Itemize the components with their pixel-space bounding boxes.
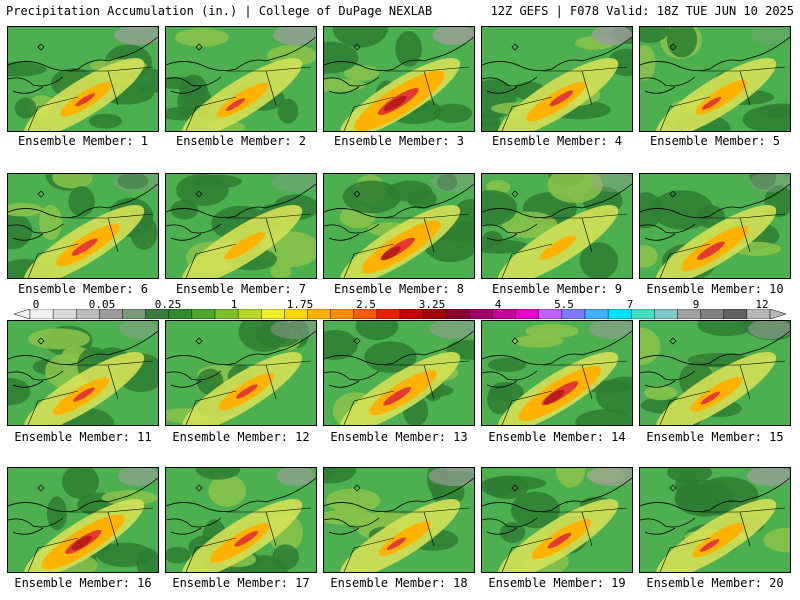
ensemble-map: [7, 173, 159, 279]
precip-map: [640, 321, 790, 425]
member-label: Ensemble Member: 9: [491, 282, 623, 296]
ensemble-map: [165, 26, 317, 132]
colorbar-swatch: [237, 309, 262, 319]
precip-map: [324, 321, 474, 425]
ensemble-map: [481, 173, 633, 279]
member-label: Ensemble Member: 13: [330, 430, 468, 444]
precip-map: [324, 468, 474, 572]
ensemble-map: [481, 467, 633, 573]
precip-map: [166, 27, 316, 131]
precip-map: [166, 321, 316, 425]
colorbar-swatch: [52, 309, 77, 319]
ensemble-map: [323, 320, 475, 426]
ensemble-map: [7, 320, 159, 426]
colorbar-tick-label: 0.25: [154, 298, 182, 311]
precip-map: [8, 321, 158, 425]
ensemble-map: [481, 320, 633, 426]
precip-map: [482, 468, 632, 572]
run-valid-time: 12Z GEFS | F078 Valid: 18Z TUE JUN 10 20…: [490, 4, 794, 18]
colorbar-tick-label: 1: [230, 298, 238, 311]
colorbar-tick-label: 1.75: [286, 298, 314, 311]
colorbar-swatch: [446, 309, 470, 319]
precip-map: [482, 174, 632, 278]
precip-map: [324, 174, 474, 278]
colorbar-tick-label: 5.5: [554, 298, 574, 311]
precip-map: [8, 174, 158, 278]
colorbar-swatch: [191, 309, 216, 319]
member-label: Ensemble Member: 12: [172, 430, 310, 444]
ensemble-map: [165, 467, 317, 573]
colorbar-swatch: [700, 309, 724, 319]
colorbar-tick-label: 2.5: [356, 298, 376, 311]
colorbar-tick-label: 12: [755, 298, 769, 311]
precip-map: [482, 27, 632, 131]
colorbar-tick-label: 0: [32, 298, 40, 311]
ensemble-map: [639, 467, 791, 573]
precip-map: [8, 468, 158, 572]
member-label: Ensemble Member: 7: [175, 282, 307, 296]
member-label: Ensemble Member: 5: [649, 134, 781, 148]
colorbar-swatch: [654, 309, 678, 319]
precip-map: [640, 27, 790, 131]
member-label: Ensemble Member: 14: [488, 430, 626, 444]
ensemble-map: [323, 26, 475, 132]
member-label: Ensemble Member: 11: [14, 430, 152, 444]
colorbar-swatch: [469, 309, 493, 319]
member-label: Ensemble Member: 16: [14, 576, 152, 590]
colorbar-swatch: [376, 309, 401, 319]
ensemble-map: [639, 173, 791, 279]
ensemble-map: [639, 26, 791, 132]
member-label: Ensemble Member: 18: [330, 576, 468, 590]
member-label: Ensemble Member: 20: [646, 576, 784, 590]
colorbar-tick-label: 3.25: [418, 298, 446, 311]
precip-map: [166, 174, 316, 278]
colorbar-swatch: [723, 309, 748, 319]
precip-map: [8, 27, 158, 131]
chart-title: Precipitation Accumulation (in.) | Colle…: [6, 4, 433, 18]
ensemble-map: [7, 467, 159, 573]
colorbar-swatch: [330, 309, 354, 319]
member-label: Ensemble Member: 19: [488, 576, 626, 590]
ensemble-map: [7, 26, 159, 132]
member-label: Ensemble Member: 3: [333, 134, 465, 148]
colorbar-swatch: [631, 309, 655, 319]
member-label: Ensemble Member: 8: [333, 282, 465, 296]
colorbar-tick-label: 7: [626, 298, 634, 311]
precip-map: [640, 468, 790, 572]
ensemble-map: [323, 467, 475, 573]
member-label: Ensemble Member: 15: [646, 430, 784, 444]
member-label: Ensemble Member: 4: [491, 134, 623, 148]
colorbar: [14, 309, 786, 319]
colorbar-tick-label: 9: [692, 298, 700, 311]
colorbar-swatch: [122, 309, 146, 319]
precip-map: [166, 468, 316, 572]
colorbar-swatch: [515, 309, 539, 319]
member-label: Ensemble Member: 17: [172, 576, 310, 590]
colorbar-tick-label: 4: [494, 298, 502, 311]
ensemble-map: [481, 26, 633, 132]
precip-map: [640, 174, 790, 278]
ensemble-map: [639, 320, 791, 426]
colorbar-swatch: [261, 309, 285, 319]
colorbar-swatch: [584, 309, 609, 319]
precip-map: [324, 27, 474, 131]
member-label: Ensemble Member: 2: [175, 134, 307, 148]
ensemble-map: [165, 320, 317, 426]
member-label: Ensemble Member: 10: [646, 282, 784, 296]
member-label: Ensemble Member: 1: [17, 134, 149, 148]
colorbar-tick-label: 0.05: [88, 298, 116, 311]
ensemble-map: [323, 173, 475, 279]
ensemble-map: [165, 173, 317, 279]
precip-map: [482, 321, 632, 425]
member-label: Ensemble Member: 6: [17, 282, 149, 296]
